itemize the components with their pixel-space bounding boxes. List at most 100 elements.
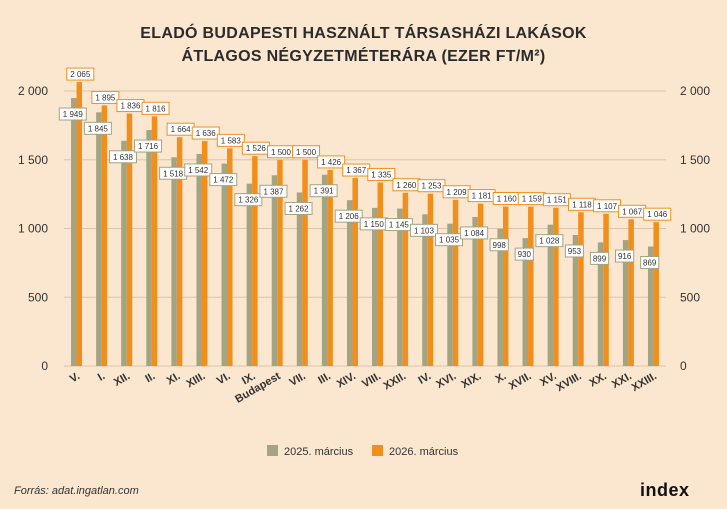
data-label-2025: 1 206 <box>339 212 360 221</box>
bar-2026 <box>277 159 283 366</box>
data-label-2026-box <box>66 67 95 81</box>
bar-2026 <box>176 137 183 366</box>
data-label-2026: 1 151 <box>547 196 568 205</box>
bar-2025 <box>246 183 253 366</box>
data-label-2025-box <box>134 139 163 153</box>
bar-2026 <box>628 219 634 366</box>
bar-2025 <box>447 223 453 366</box>
x-tick-label: VI. <box>215 370 233 387</box>
data-label-2025: 1 084 <box>464 229 485 238</box>
data-label-2025: 953 <box>568 247 582 256</box>
bar-2026 <box>427 193 434 366</box>
y-tick-label-left: 1 500 <box>18 153 48 167</box>
bar-2025 <box>271 175 278 366</box>
x-tick-label: XI. <box>165 370 183 387</box>
bar-2026 <box>227 148 233 366</box>
data-label-2026: 1 526 <box>246 144 267 153</box>
data-label-2025-box <box>309 184 338 198</box>
data-label-2025: 869 <box>643 259 657 268</box>
data-label-2025-box <box>83 121 112 135</box>
data-label-2026: 1 118 <box>572 200 592 209</box>
data-label-2025-box <box>640 256 660 270</box>
y-tick-label-left: 2 000 <box>18 84 48 98</box>
data-label-2026: 1 260 <box>396 181 417 190</box>
bar-2025 <box>622 240 629 366</box>
data-label-2025: 1 542 <box>188 166 209 175</box>
data-label-2025: 930 <box>518 250 532 259</box>
data-label-2025: 1 949 <box>63 110 84 119</box>
data-label-2025-box <box>259 184 288 198</box>
x-tick-label: IX. <box>240 370 258 387</box>
data-label-2025-box <box>334 209 363 223</box>
data-label-2026: 1 046 <box>647 210 668 219</box>
bar-2026 <box>603 213 609 366</box>
data-label-2026-box <box>91 90 120 104</box>
data-label-2026: 1 253 <box>421 182 442 191</box>
data-label-2025: 1 326 <box>238 196 259 205</box>
data-label-2026-box <box>292 145 321 159</box>
data-label-2025: 1 035 <box>439 236 460 245</box>
bar-2026 <box>578 212 584 366</box>
bar-2026 <box>377 182 384 366</box>
y-tick-label-right: 2 000 <box>680 84 710 98</box>
legend-swatch-2026 <box>372 445 383 456</box>
data-label-2026-box <box>643 207 672 221</box>
data-label-2026: 1 895 <box>95 93 116 102</box>
bar-2025 <box>296 192 303 366</box>
bar-2025 <box>372 207 378 366</box>
data-label-2026-box <box>191 126 220 140</box>
data-label-2026: 1 107 <box>597 202 618 211</box>
chart-title-line-2: ÁTLAGOS NÉGYZETMÉTERÁRA (EZER FT/M²) <box>181 48 546 65</box>
data-label-2025-box <box>209 173 238 187</box>
data-label-2025: 1 391 <box>314 187 335 196</box>
data-label-2026: 1 636 <box>196 129 217 138</box>
data-label-2026: 1 335 <box>371 170 392 179</box>
y-tick-label-left: 500 <box>28 290 48 304</box>
data-label-2025: 1 145 <box>389 221 410 230</box>
data-label-2026: 2 065 <box>70 70 91 79</box>
data-label-2026: 1 160 <box>497 195 518 204</box>
x-tick-label: XVIII. <box>554 370 583 394</box>
data-label-2025: 1 638 <box>113 153 134 162</box>
data-label-2026-box <box>367 167 396 181</box>
data-label-2026: 1 067 <box>622 207 643 216</box>
index-logo: index <box>640 480 690 500</box>
x-tick-label: XXII. <box>381 370 408 392</box>
bar-2025 <box>321 174 328 366</box>
data-label-2026-box <box>141 101 170 115</box>
y-tick-label-right: 1 500 <box>680 153 710 167</box>
bar-2025 <box>96 112 102 366</box>
x-tick-label: I. <box>96 370 107 383</box>
bar-2026 <box>553 207 559 366</box>
bar-2026 <box>126 113 133 366</box>
y-tick-label-right: 0 <box>680 359 687 373</box>
data-label-2026: 1 816 <box>146 104 167 113</box>
bar-2025 <box>472 216 478 366</box>
chart-title-line-1: ELADÓ BUDAPESTI HASZNÁLT TÁRSASHÁZI LAKÁ… <box>140 25 587 42</box>
x-tick-label: VIII. <box>360 370 383 390</box>
bar-2026 <box>528 206 534 366</box>
bar-2025 <box>647 246 654 366</box>
data-label-2026: 1 836 <box>120 102 141 111</box>
bar-2026 <box>302 159 308 366</box>
legend-label-2025: 2025. március <box>284 446 354 458</box>
x-tick-label: III. <box>316 370 333 387</box>
bar-2025 <box>71 98 77 366</box>
bar-2025 <box>522 238 529 366</box>
data-label-2025: 1 150 <box>364 220 385 229</box>
y-tick-label-right: 1 000 <box>680 222 710 236</box>
bar-2025 <box>397 208 403 366</box>
data-label-2026: 1 426 <box>321 158 342 167</box>
data-label-2026: 1 209 <box>447 188 468 197</box>
data-label-2025: 1 387 <box>263 187 284 196</box>
data-label-2025-box <box>615 249 635 263</box>
data-label-2025: 1 472 <box>213 176 234 185</box>
data-label-2026-box <box>216 133 245 147</box>
x-tick-label: V. <box>68 370 82 385</box>
legend-label-2026: 2026. március <box>389 446 459 458</box>
x-tick-label: IV. <box>416 370 433 387</box>
data-label-2025: 1 262 <box>289 204 310 213</box>
bar-2025 <box>497 228 503 366</box>
bar-2025 <box>346 200 353 366</box>
